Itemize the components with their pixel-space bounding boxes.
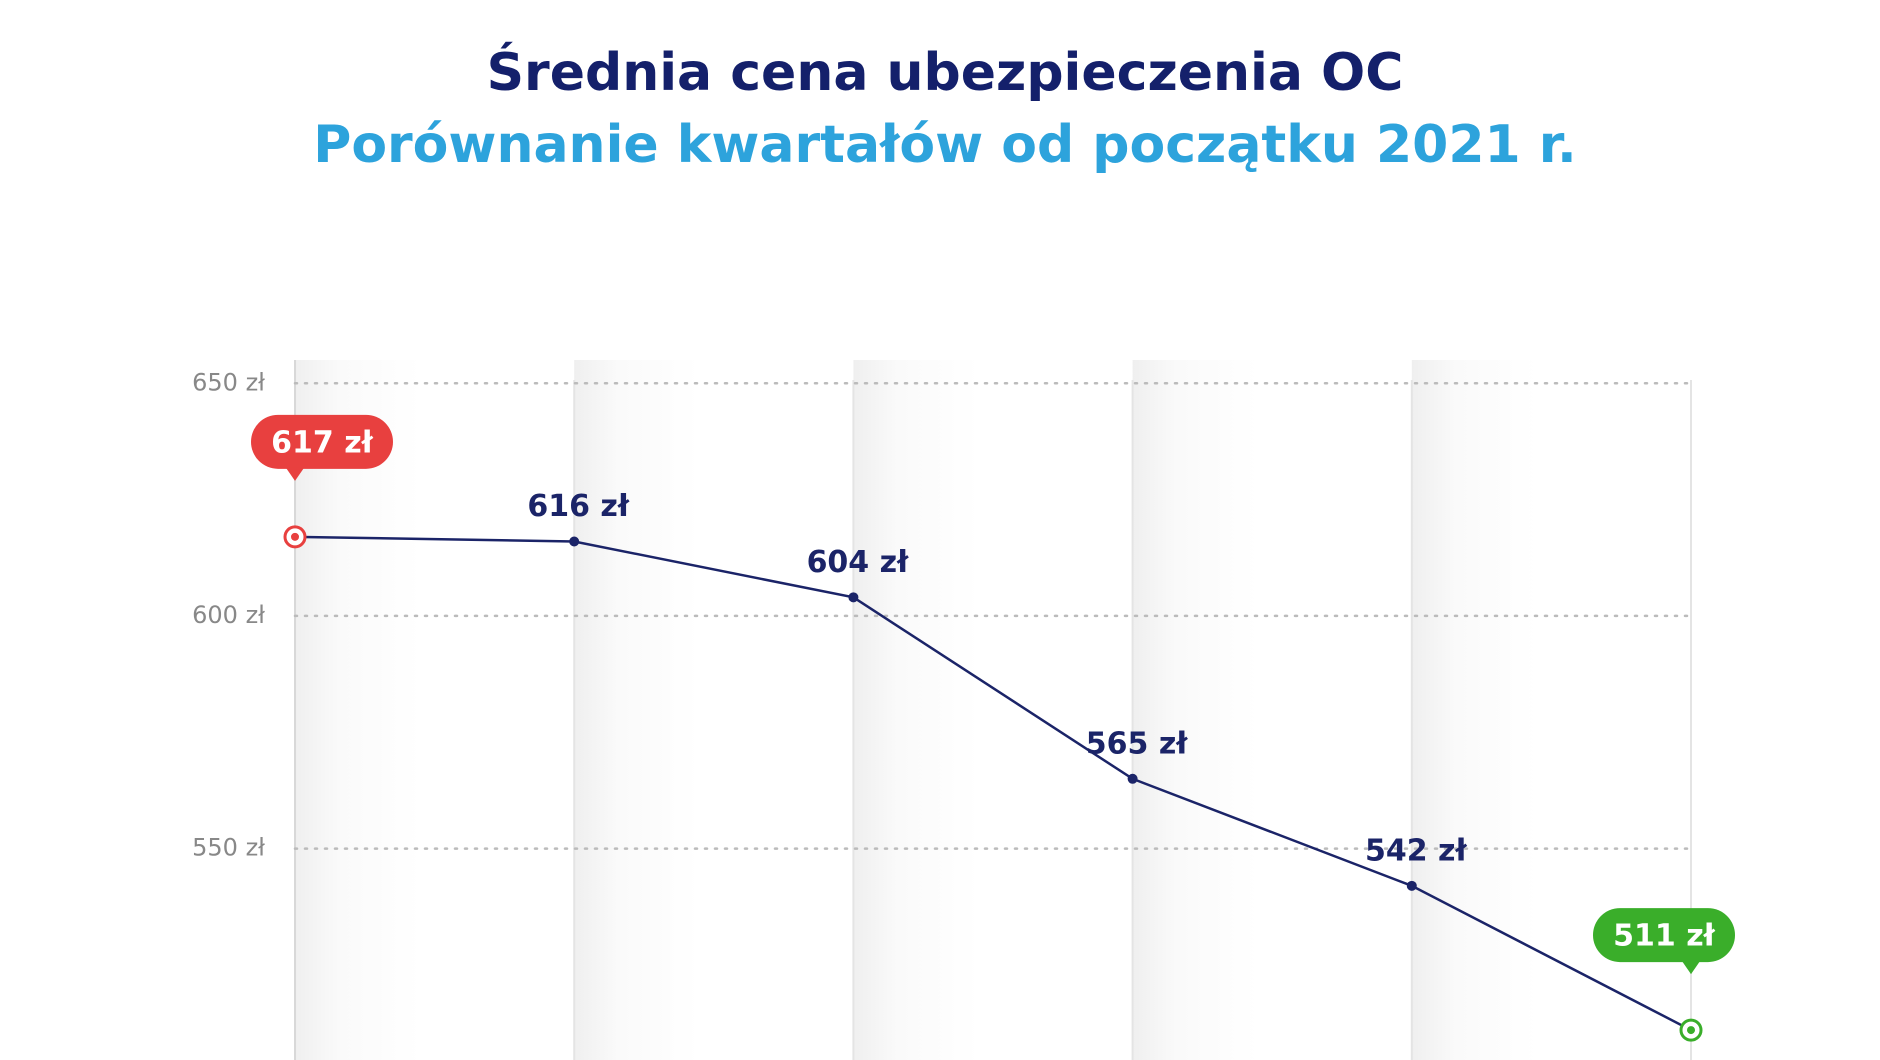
y-tick-label: 550 zł <box>192 834 265 862</box>
label-badge <box>251 414 393 469</box>
column-shade <box>853 360 980 1060</box>
value-label: 617 zł <box>271 425 374 460</box>
label-badge <box>1593 908 1735 963</box>
value-label: 542 zł <box>1365 833 1468 868</box>
column-shade <box>1411 360 1538 1060</box>
line <box>294 535 1692 1032</box>
y-tick-label: 600 zł <box>192 601 265 629</box>
chart-title: Średnia cena ubezpieczenia OC <box>487 41 1404 103</box>
badge-pointer <box>1682 961 1700 975</box>
column-shade <box>574 360 700 1060</box>
badge-pointer <box>286 467 304 481</box>
value-label: 604 zł <box>807 545 910 580</box>
value-label: 565 zł <box>1086 726 1189 761</box>
point-dot <box>1687 1026 1695 1035</box>
chart-subtitle: Porównanie kwartałów od początku 2021 r. <box>313 115 1577 175</box>
column-shade <box>1132 360 1259 1060</box>
point <box>1406 880 1417 891</box>
value-label: 616 zł <box>527 489 630 524</box>
y-tick-label: 650 zł <box>192 368 265 396</box>
point <box>569 536 580 547</box>
value-label: 511 zł <box>1613 919 1716 954</box>
column-shade <box>295 360 421 1060</box>
point <box>1127 773 1138 784</box>
point <box>848 592 859 603</box>
point-dot <box>291 532 299 541</box>
